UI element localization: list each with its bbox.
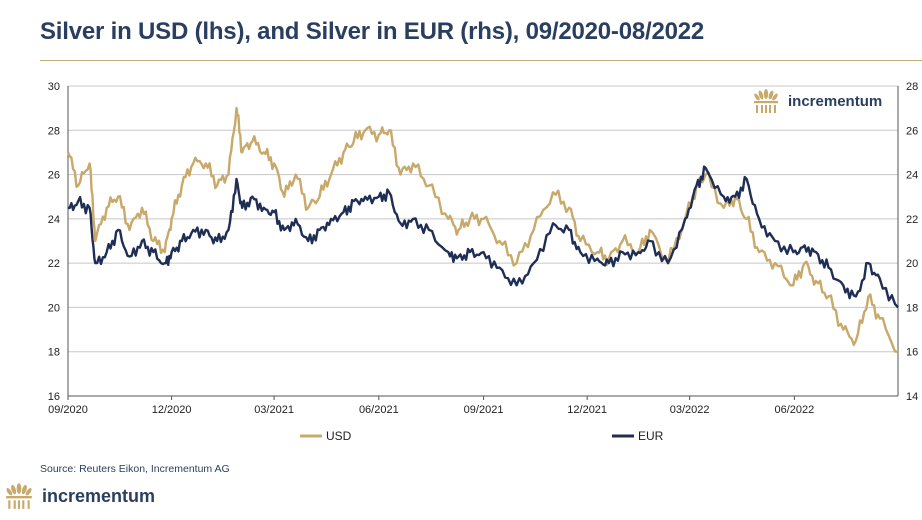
x-tick-label: 03/2021: [254, 404, 294, 416]
title-divider: [40, 60, 922, 61]
footer-logo: incrementum: [4, 482, 155, 510]
y-right-tick-label: 16: [906, 347, 918, 359]
y-left-tick-label: 20: [48, 302, 60, 314]
axes: 16 18 20 22 24 26 28 30 14 16 18 20 22 24 26 28 09/2020 1…: [48, 81, 919, 416]
x-tick-label: 09/2021: [464, 404, 504, 416]
x-tick-label: 03/2022: [670, 404, 710, 416]
series-line-usd: [66, 106, 899, 353]
x-tick-label: 06/2021: [359, 404, 399, 416]
brand-name: incrementum: [788, 92, 883, 110]
y-left-tick-label: 22: [48, 258, 60, 270]
x-tick-label: 12/2020: [152, 404, 192, 416]
line-chart: 16 18 20 22 24 26 28 30 14 16 18 20 22 24 26 28 09/2020 1…: [48, 81, 919, 443]
wheat-logo-icon: [6, 483, 32, 509]
chart-title: Silver in USD (lhs), and Silver in EUR (…: [40, 18, 705, 45]
y-left-tick-label: 26: [48, 170, 60, 182]
y-right-tick-label: 18: [906, 302, 918, 314]
legend-label-eur: EUR: [638, 429, 664, 443]
x-tick-label: 06/2022: [775, 404, 815, 416]
y-right-tick-label: 20: [906, 258, 918, 270]
x-tick-label: 09/2020: [48, 404, 88, 416]
y-right-tick-label: 14: [906, 391, 918, 403]
source-note: Source: Reuters Eikon, Incrementum AG: [40, 463, 230, 475]
y-right-tick-label: 26: [906, 125, 918, 137]
y-left-tick-label: 16: [48, 391, 60, 403]
brand-logo: incrementum: [752, 88, 882, 114]
x-tick-label: 12/2021: [567, 404, 607, 416]
legend-label-usd: USD: [326, 429, 352, 443]
y-left-tick-label: 24: [48, 214, 60, 226]
y-right-tick-label: 22: [906, 214, 918, 226]
grid-lines: [68, 85, 898, 397]
footer-brand-name: incrementum: [42, 485, 156, 506]
wheat-logo-icon: [754, 89, 778, 113]
y-right-tick-label: 24: [906, 170, 918, 182]
series-line-eur: [67, 165, 899, 309]
legend: USD EUR: [300, 429, 664, 443]
y-left-tick-label: 28: [48, 125, 60, 137]
y-right-tick-label: 28: [906, 81, 918, 93]
y-left-tick-label: 18: [48, 347, 60, 359]
series-lines: [66, 106, 899, 353]
y-left-tick-label: 30: [48, 81, 60, 93]
